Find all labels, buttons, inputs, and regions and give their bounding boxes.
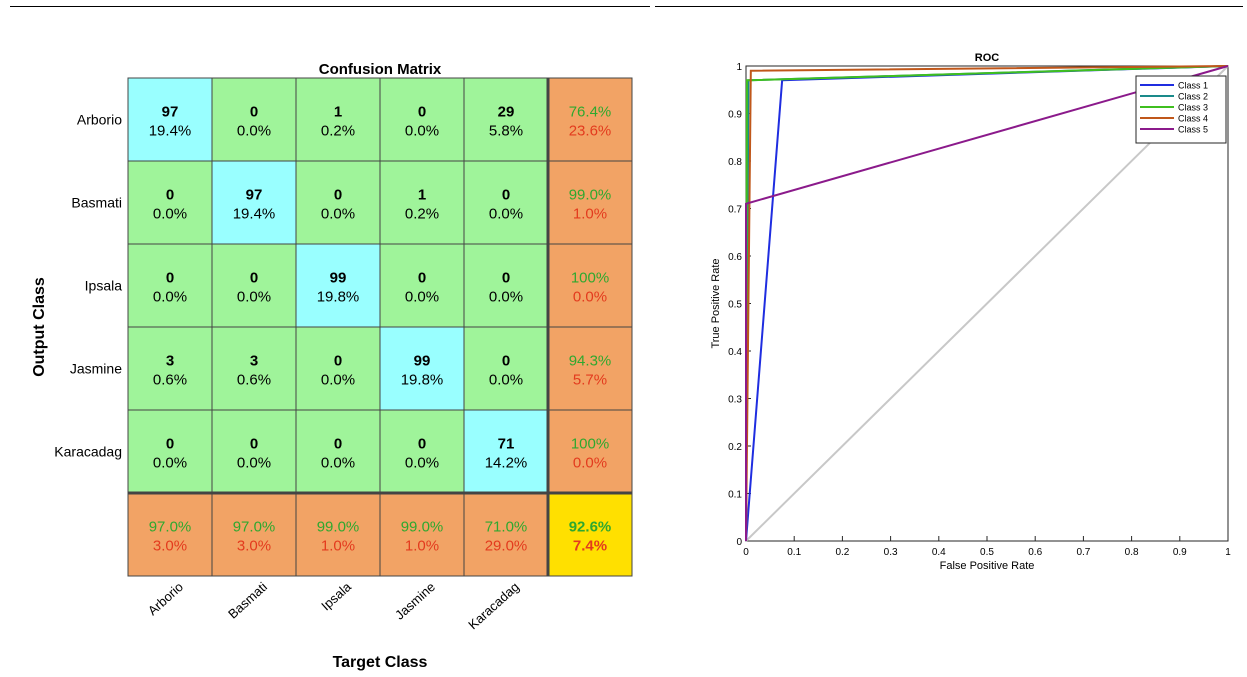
roc-legend-label: Class 1 xyxy=(1178,81,1208,91)
roc-y-tick-label: 0.9 xyxy=(728,110,742,121)
roc-y-tick-label: 0.3 xyxy=(728,395,742,406)
roc-legend-label: Class 3 xyxy=(1178,103,1208,113)
roc-y-tick-label: 0.4 xyxy=(728,347,742,358)
roc-legend-label: Class 5 xyxy=(1178,125,1208,135)
roc-y-tick-label: 0.2 xyxy=(728,442,742,453)
roc-y-tick-label: 0 xyxy=(736,537,742,548)
roc-x-tick-label: 0.9 xyxy=(1173,547,1187,558)
roc-y-tick-label: 0.7 xyxy=(728,205,742,216)
roc-x-tick-label: 0.1 xyxy=(787,547,801,558)
roc-x-tick-label: 1 xyxy=(1225,547,1231,558)
roc-title: ROC xyxy=(975,52,1000,64)
roc-ylabel: True Positive Rate xyxy=(710,258,722,348)
roc-x-tick-label: 0.2 xyxy=(835,547,849,558)
roc-y-tick-label: 0.5 xyxy=(728,300,742,311)
roc-x-tick-label: 0.7 xyxy=(1076,547,1090,558)
roc-y-tick-label: 0.6 xyxy=(728,252,742,263)
roc-y-tick-label: 1 xyxy=(736,62,742,73)
roc-legend-label: Class 4 xyxy=(1178,114,1208,124)
roc-x-tick-label: 0.8 xyxy=(1125,547,1139,558)
roc-xlabel: False Positive Rate xyxy=(940,560,1035,572)
roc-y-tick-label: 0.8 xyxy=(728,157,742,168)
roc-x-tick-label: 0 xyxy=(743,547,749,558)
roc-x-tick-label: 0.3 xyxy=(884,547,898,558)
roc-x-tick-label: 0.4 xyxy=(932,547,946,558)
roc-x-tick-label: 0.6 xyxy=(1028,547,1042,558)
roc-legend-label: Class 2 xyxy=(1178,92,1208,102)
roc-x-tick-label: 0.5 xyxy=(980,547,994,558)
roc-y-tick-label: 0.1 xyxy=(728,490,742,501)
